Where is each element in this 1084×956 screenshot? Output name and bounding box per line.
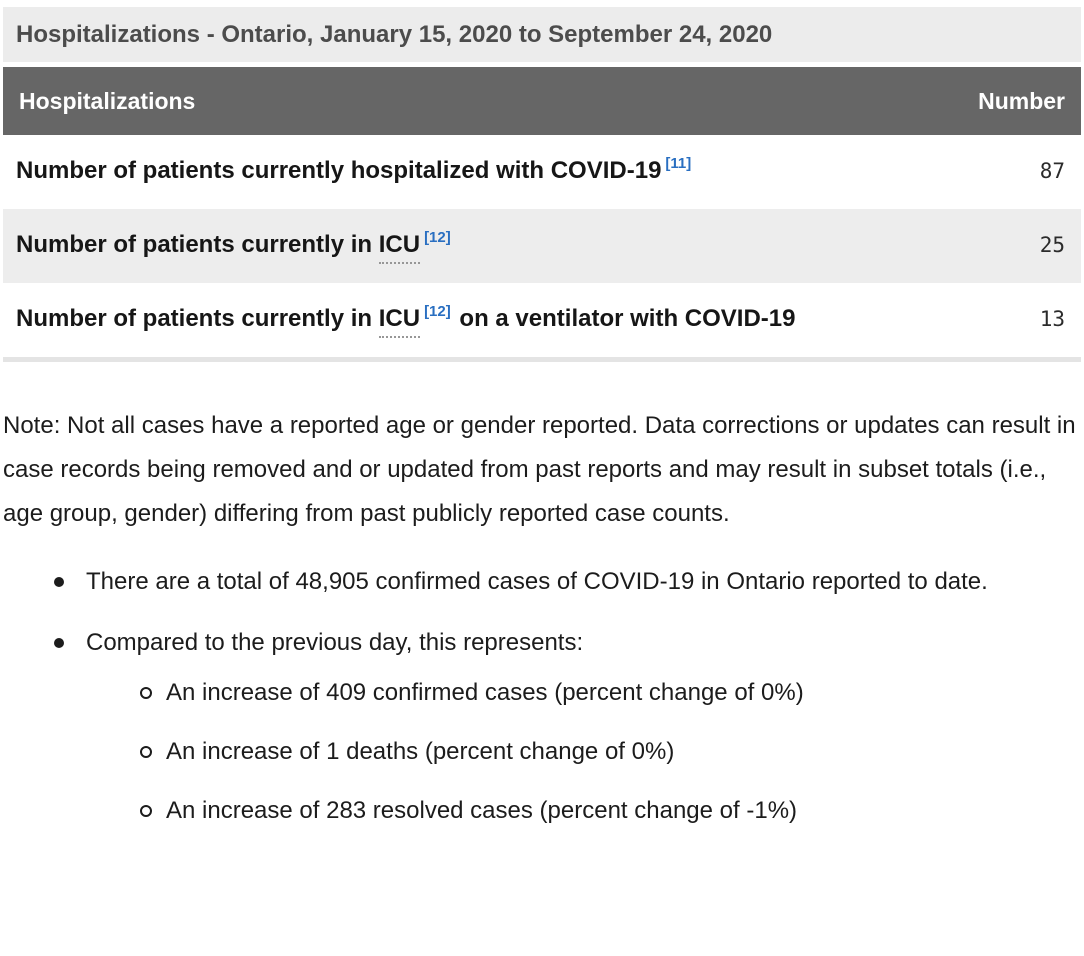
bullet-list: There are a total of 48,905 confirmed ca… bbox=[53, 560, 1081, 833]
table-row: Number of patients currently hospitalize… bbox=[3, 135, 1081, 209]
bullet-text: There are a total of 48,905 confirmed ca… bbox=[86, 568, 988, 595]
row-value: 25 bbox=[1039, 233, 1065, 257]
bullet-item: Compared to the previous day, this repre… bbox=[53, 621, 1081, 833]
footnote-link-12[interactable]: [12] bbox=[424, 303, 451, 320]
table-row: Number of patients currently in ICU [12] … bbox=[3, 209, 1081, 283]
hospitalizations-table: Hospitalizations Number Number of patien… bbox=[3, 67, 1081, 362]
sub-bullet-list: An increase of 409 confirmed cases (perc… bbox=[140, 671, 1081, 833]
row-label: Number of patients currently in ICU [12] bbox=[16, 223, 981, 270]
sub-bullet-item: An increase of 409 confirmed cases (perc… bbox=[140, 671, 1081, 715]
row-label: Number of patients currently in ICU [12] … bbox=[16, 297, 981, 344]
icu-abbreviation[interactable]: ICU bbox=[378, 305, 421, 338]
row-value: 87 bbox=[1039, 159, 1065, 183]
row-label-text: Number of patients currently in bbox=[16, 305, 379, 332]
table-header-number: Number bbox=[978, 88, 1065, 114]
row-value: 13 bbox=[1039, 307, 1065, 331]
bullet-text: Compared to the previous day, this repre… bbox=[86, 629, 584, 656]
page: Hospitalizations - Ontario, January 15, … bbox=[3, 7, 1081, 833]
sub-bullet-item: An increase of 283 resolved cases (perce… bbox=[140, 789, 1081, 833]
table-header-row: Hospitalizations Number bbox=[3, 67, 1081, 135]
sub-bullet-item: An increase of 1 deaths (percent change … bbox=[140, 730, 1081, 774]
footnote-link-12[interactable]: [12] bbox=[424, 229, 451, 246]
row-label-text: on a ventilator with COVID-19 bbox=[452, 305, 796, 332]
table-header-label: Hospitalizations bbox=[19, 88, 196, 114]
table-bottom-border bbox=[3, 357, 1081, 362]
bullet-item: There are a total of 48,905 confirmed ca… bbox=[53, 560, 1081, 604]
icu-abbreviation[interactable]: ICU bbox=[378, 231, 421, 264]
table-row: Number of patients currently in ICU [12] … bbox=[3, 283, 1081, 357]
row-label-text: Number of patients currently hospitalize… bbox=[16, 157, 662, 184]
footnote-link-11[interactable]: [11] bbox=[665, 155, 692, 172]
row-label: Number of patients currently hospitalize… bbox=[16, 149, 981, 196]
table-caption: Hospitalizations - Ontario, January 15, … bbox=[3, 7, 1081, 62]
row-label-text: Number of patients currently in bbox=[16, 231, 379, 258]
note-paragraph: Note: Not all cases have a reported age … bbox=[3, 412, 1076, 527]
